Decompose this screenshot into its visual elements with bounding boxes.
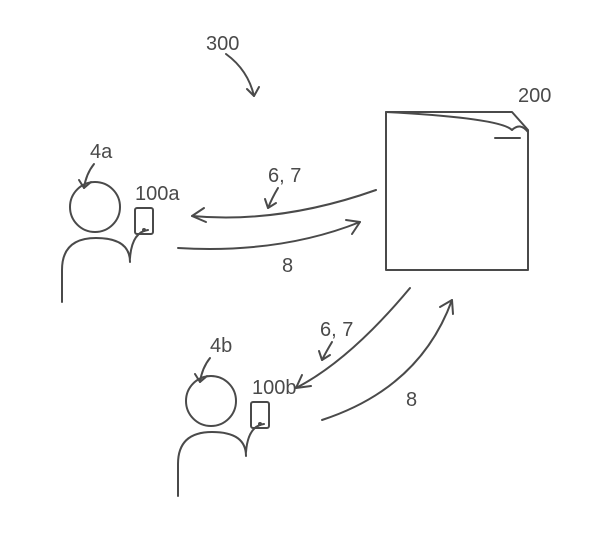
- phone-a: [135, 208, 153, 234]
- label-arrow-a-67: 6, 7: [268, 165, 301, 187]
- arrows-a: [178, 190, 376, 249]
- label-person-b-ref: 4b: [210, 335, 232, 357]
- label-arrow-b-67: 6, 7: [320, 319, 353, 341]
- label-arrow-b-8: 8: [406, 389, 417, 411]
- label-server-ref: 200: [518, 85, 551, 107]
- label-arrow-a-8: 8: [282, 255, 293, 277]
- label-system-ref: 300: [206, 33, 239, 55]
- system-diagram: 300 200 4a 100a 6, 7 8 4b 100b 6, 7 8: [0, 0, 606, 543]
- phone-b: [251, 402, 269, 428]
- label-person-a-ref: 4a: [90, 141, 113, 163]
- label-phone-a-ref: 100a: [135, 183, 180, 205]
- label-phone-b-ref: 100b: [252, 377, 297, 399]
- server-box: [386, 112, 528, 270]
